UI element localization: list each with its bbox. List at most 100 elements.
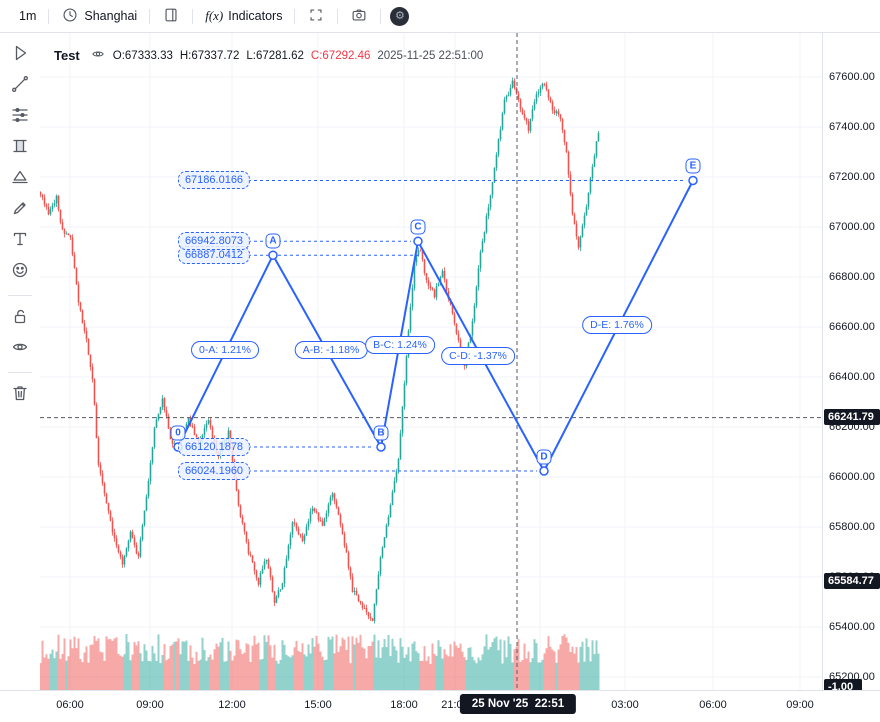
pattern-price-label[interactable]: 66942.8073: [178, 232, 250, 250]
pattern-price-label[interactable]: 66120.1878: [178, 438, 250, 456]
time-axis-label: 12:00: [218, 699, 246, 711]
lock-tool-button[interactable]: [4, 303, 36, 332]
volume-bar: [426, 661, 428, 690]
candle-body: [244, 523, 246, 532]
volume-bar: [404, 658, 406, 690]
volume-bar: [584, 662, 586, 690]
settings-avatar-button[interactable]: ⚙: [390, 7, 409, 26]
pattern-point-B[interactable]: B: [374, 425, 389, 440]
chart-canvas[interactable]: [40, 33, 822, 690]
volume-bar: [416, 651, 418, 690]
pattern-percent-label[interactable]: D-E: 1.76%: [582, 316, 652, 334]
pattern-price-label[interactable]: 66024.1960: [178, 462, 250, 480]
ohlc-low: L:67281.62: [246, 50, 304, 62]
volume-bar: [44, 658, 46, 691]
volume-bar: [576, 647, 578, 690]
price-axis-label: 65800.00: [829, 521, 875, 533]
volume-bar: [382, 647, 384, 690]
pattern-tool-button[interactable]: [4, 133, 36, 162]
pattern-percent-label[interactable]: B-C: 1.24%: [365, 336, 435, 354]
cursor-tool-button[interactable]: [4, 40, 36, 69]
remove-tool-button[interactable]: [4, 380, 36, 409]
pattern-price-label[interactable]: 67186.0166: [178, 171, 250, 189]
volume-bar: [64, 638, 66, 690]
volume-bar: [384, 639, 386, 690]
volume-bar: [220, 642, 222, 690]
text-tool-button[interactable]: [4, 226, 36, 255]
volume-bar: [374, 635, 376, 690]
indicators-button[interactable]: f(x) Indicators: [196, 4, 291, 28]
series-legend: Test O:67333.33 H:67337.72 L:67281.62 C:…: [54, 46, 483, 65]
volume-bar: [304, 654, 306, 690]
volume-bar: [388, 635, 390, 690]
volume-bar: [258, 643, 260, 690]
candle-body: [246, 532, 248, 542]
candle-body: [142, 525, 144, 539]
volume-bar: [96, 641, 98, 690]
candle-body: [372, 618, 374, 621]
volume-bar: [124, 654, 126, 690]
pyramid-tool-button[interactable]: [4, 164, 36, 193]
toggle-visibility-button[interactable]: [90, 46, 106, 65]
volume-bar: [122, 657, 124, 690]
camera-icon: [350, 6, 368, 27]
pattern-point-C[interactable]: C: [411, 220, 426, 235]
volume-bar: [414, 641, 416, 690]
interval-button[interactable]: 1m: [10, 5, 45, 27]
candle-body: [124, 556, 126, 565]
hide-tool-button[interactable]: [4, 334, 36, 363]
time-axis-label: 06:00: [56, 699, 84, 711]
pattern-percent-label[interactable]: A-B: -1.18%: [295, 341, 368, 359]
volume-bar: [472, 657, 474, 690]
fullscreen-button[interactable]: [298, 2, 334, 31]
layout-book-icon: [162, 6, 180, 27]
brush-tool-button[interactable]: [4, 195, 36, 224]
volume-bar: [214, 649, 216, 690]
volume-bar: [84, 653, 86, 690]
screenshot-button[interactable]: [341, 2, 377, 31]
pattern-vertex-D[interactable]: [540, 467, 548, 475]
pattern-vertex-C[interactable]: [414, 237, 422, 245]
candle-body: [240, 506, 242, 517]
pattern-point-0[interactable]: 0: [171, 425, 186, 440]
volume-bar: [228, 642, 230, 691]
toolbar-divider: [48, 9, 49, 24]
candle-body: [504, 99, 506, 113]
trend-line-tool-button[interactable]: [4, 71, 36, 100]
volume-bar: [286, 655, 288, 690]
volume-bar: [78, 638, 80, 690]
pattern-percent-label[interactable]: 0-A: 1.21%: [191, 341, 259, 359]
candle-body: [310, 511, 312, 521]
volume-bar: [348, 637, 350, 691]
volume-bar: [42, 641, 44, 690]
candle-body: [382, 547, 384, 557]
pattern-percent-label[interactable]: C-D: -1.37%: [441, 347, 515, 365]
layout-button[interactable]: [153, 2, 189, 31]
pattern-vertex-A[interactable]: [269, 251, 277, 259]
volume-bar: [268, 635, 270, 690]
pattern-point-A[interactable]: A: [266, 234, 281, 249]
candle-body: [212, 427, 214, 438]
candle-body: [576, 224, 578, 237]
volume-bar: [444, 649, 446, 690]
pattern-point-D[interactable]: D: [537, 449, 552, 464]
volume-bar: [298, 651, 300, 690]
emoji-tool-button[interactable]: [4, 257, 36, 286]
candle-body: [596, 141, 598, 156]
volume-bar: [546, 648, 548, 690]
volume-bar: [560, 644, 562, 690]
volume-bar: [276, 661, 278, 690]
volume-bar: [94, 636, 96, 690]
pattern-point-E[interactable]: E: [686, 159, 701, 174]
volume-bar: [154, 653, 156, 690]
timezone-button[interactable]: Shanghai: [52, 2, 146, 31]
fib-tool-button[interactable]: [4, 102, 36, 131]
pattern-vertex-B[interactable]: [377, 443, 385, 451]
volume-bar: [126, 634, 128, 690]
volume-bar: [502, 664, 504, 691]
candle-body: [552, 102, 554, 110]
pattern-vertex-E[interactable]: [689, 177, 697, 185]
candle-body: [378, 574, 380, 589]
